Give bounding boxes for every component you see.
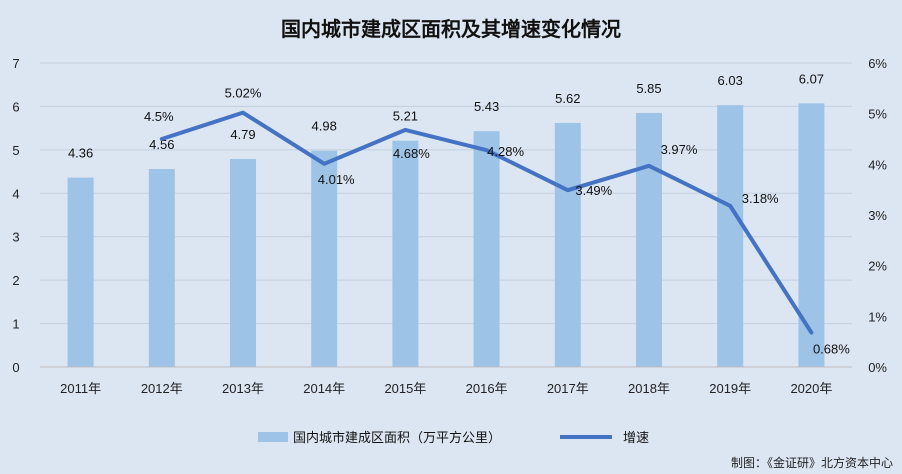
x-tick-label: 2020年 (790, 381, 832, 396)
growth-value-label: 4.01% (318, 172, 355, 187)
bar-value-label: 4.36 (68, 146, 93, 161)
y-left-tick-label: 7 (12, 56, 19, 71)
bar (554, 122, 581, 367)
legend-line-label: 增速 (623, 431, 649, 446)
y-left-tick-label: 4 (12, 186, 19, 201)
growth-value-label: 0.68% (813, 342, 850, 357)
bar-value-label: 6.07 (799, 71, 824, 86)
y-right-tick-label: 0% (868, 360, 887, 375)
y-right-tick-label: 5% (868, 107, 887, 122)
x-tick-label: 2016年 (466, 381, 508, 396)
bar-value-label: 5.62 (555, 91, 580, 106)
bar (392, 140, 419, 367)
legend: 国内城市建成区面积（万平方公里） 增速 (258, 430, 649, 446)
bar (473, 131, 500, 367)
bar-value-label: 4.56 (149, 137, 174, 152)
growth-line (159, 110, 814, 335)
legend-bar-swatch (258, 432, 288, 442)
bar-value-label: 4.79 (230, 127, 255, 142)
growth-value-label: 4.28% (487, 144, 524, 159)
bar (148, 168, 175, 367)
x-tick-label: 2014年 (303, 381, 345, 396)
y-axis-left: 0 1 2 3 4 5 6 7 (12, 56, 19, 375)
gridlines (40, 62, 852, 368)
bar-value-label: 4.98 (312, 119, 337, 134)
bar (717, 105, 744, 367)
y-left-tick-label: 5 (12, 143, 19, 158)
bar-value-label: 6.03 (718, 73, 743, 88)
growth-value-label: 3.49% (575, 183, 612, 198)
y-left-tick-label: 2 (12, 273, 19, 288)
growth-value-label: 3.97% (661, 142, 698, 157)
x-tick-label: 2017年 (547, 381, 589, 396)
bar-value-label: 5.43 (474, 99, 499, 114)
bar (636, 112, 662, 367)
x-axis: 2011年 2012年 2013年 2014年 2015年 2016年 2017年 2018年… (40, 366, 852, 396)
legend-bar-label: 国内城市建成区面积（万平方公里） (293, 430, 501, 446)
y-left-tick-label: 6 (12, 99, 19, 114)
x-tick-label: 2015年 (384, 381, 426, 396)
y-right-tick-label: 4% (868, 157, 887, 172)
growth-value-label: 3.18% (742, 191, 779, 206)
bar (798, 103, 825, 367)
x-tick-label: 2018年 (628, 381, 670, 396)
bar (311, 150, 338, 367)
x-tick-label: 2011年 (60, 381, 101, 396)
chart-title: 国内城市建成区面积及其增速变化情况 (281, 17, 621, 41)
bar-value-label: 5.21 (393, 109, 418, 124)
y-right-tick-label: 3% (868, 208, 887, 223)
y-axis-right: 0% 1% 2% 3% 4% 5% 6% (868, 56, 887, 375)
y-right-tick-label: 6% (868, 56, 887, 71)
growth-value-label: 5.02% (225, 86, 262, 101)
source-note: 制图：《金证研》北方资本中心 (731, 455, 893, 470)
x-tick-label: 2013年 (222, 381, 264, 396)
bar-series: 4.36 4.56 4.79 4.98 5.21 5.43 5.62 5.85 6.03 6.07 (67, 71, 825, 367)
growth-value-label: 4.5% (144, 109, 174, 124)
y-right-tick-label: 2% (868, 259, 887, 274)
y-left-tick-label: 1 (12, 317, 19, 332)
y-right-tick-label: 1% (868, 309, 887, 324)
bar (230, 158, 256, 367)
y-left-tick-label: 3 (12, 230, 19, 245)
bar (67, 177, 94, 367)
growth-value-label: 4.68% (393, 146, 430, 161)
line-series: 4.5% 5.02% 4.01% 4.68% 4.28% 3.49% 3.97% 3.18% 0… (144, 86, 850, 357)
x-tick-label: 2019年 (709, 381, 751, 396)
bar-value-label: 5.85 (636, 81, 661, 96)
x-tick-label: 2012年 (141, 381, 183, 396)
y-left-tick-label: 0 (12, 360, 19, 375)
